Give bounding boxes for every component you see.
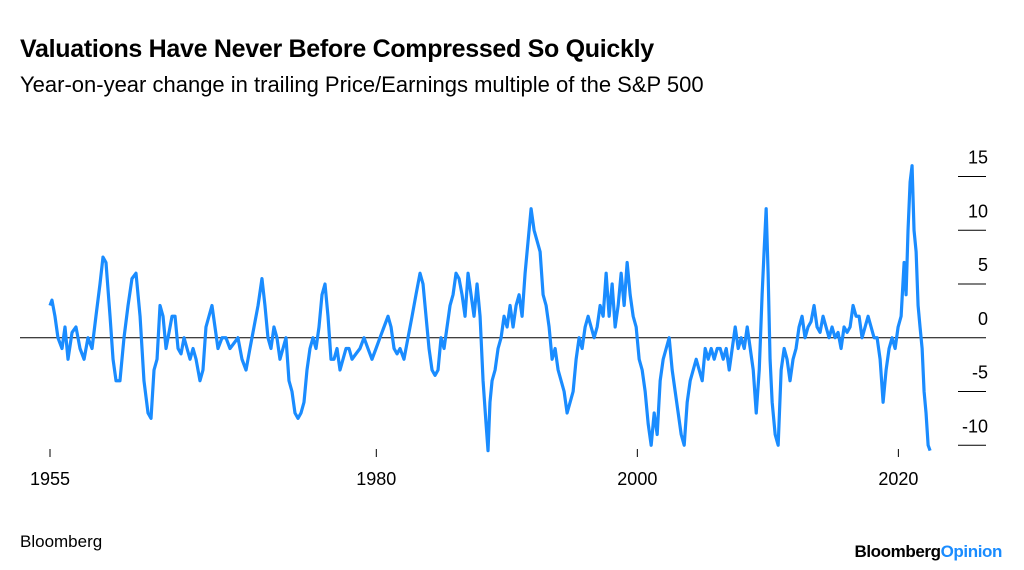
y-tick-label: 5 [978,255,988,275]
logo: BloombergOpinion [854,542,1002,561]
y-tick-label: -5 [972,363,988,383]
chart-subtitle: Year-on-year change in trailing Price/Ea… [20,72,704,97]
y-tick-label: -10 [962,416,988,436]
series-line [48,164,932,453]
y-tick-label: 10 [968,201,988,221]
x-tick-label: 1955 [30,469,70,489]
y-tick-label: 15 [968,148,988,168]
logo-brand: Bloomberg [854,542,940,561]
logo-section: Opinion [941,542,1002,561]
source: Bloomberg [20,532,102,551]
x-tick-label: 2020 [878,469,918,489]
chart-title: Valuations Have Never Before Compressed … [20,35,654,63]
x-tick-label: 1980 [356,469,396,489]
y-tick-label: 0 [978,309,988,329]
x-tick-label: 2000 [617,469,657,489]
